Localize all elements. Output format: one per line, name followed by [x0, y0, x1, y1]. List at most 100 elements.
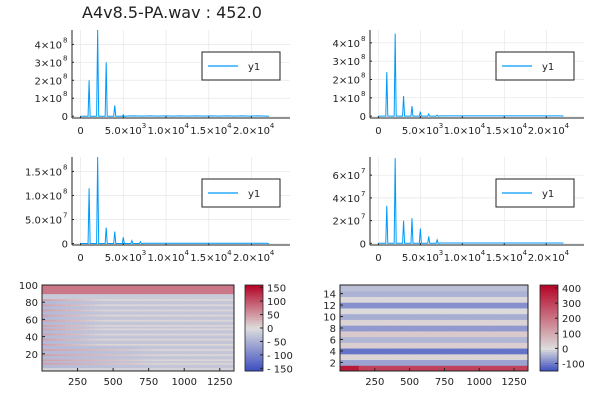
- heatmap-cell: [147, 364, 153, 367]
- heatmap-cell: [90, 286, 96, 289]
- x-tick-exponent: 3: [142, 249, 146, 257]
- heatmap-cell: [346, 307, 354, 315]
- y-tick-exponent: 8: [361, 35, 365, 43]
- heatmap-cell: [440, 302, 448, 309]
- heatmap-cell: [210, 290, 216, 293]
- heatmap-cell: [446, 313, 454, 320]
- heatmap-cell: [195, 345, 201, 348]
- heatmap-cell: [80, 293, 86, 296]
- heatmap-cell: [90, 324, 96, 327]
- x-tick-label: 1.5×10: [486, 126, 523, 137]
- y-tick-label: 0: [360, 112, 366, 123]
- heatmap-cell: [452, 307, 460, 315]
- heatmap-cell: [75, 307, 81, 310]
- heatmap-cell: [171, 348, 177, 351]
- heatmap-cell: [176, 334, 182, 338]
- heatmap-cell: [114, 353, 120, 357]
- heatmap-cell: [224, 358, 230, 362]
- heatmap-cell: [195, 362, 201, 365]
- series-line-y1: [378, 33, 564, 117]
- heatmap-cell: [229, 315, 235, 319]
- heatmap-cell: [138, 362, 144, 365]
- heatmap-cell: [502, 348, 510, 355]
- heatmap-cell: [402, 302, 410, 309]
- colorbar-segment: [540, 366, 558, 370]
- heatmap-cell: [190, 303, 197, 307]
- heatmap-cell: [446, 336, 454, 343]
- heatmap-cell: [390, 353, 397, 361]
- heatmap-cell: [176, 353, 182, 357]
- heatmap-cell: [70, 302, 77, 305]
- heatmap-cell: [75, 322, 81, 326]
- heatmap-cell: [452, 348, 460, 355]
- heatmap-cell: [440, 319, 448, 326]
- heatmap-cell: [61, 314, 67, 317]
- heatmap-cell: [138, 305, 144, 308]
- heatmap-cell: [176, 305, 182, 308]
- y-tick-exponent: 7: [361, 167, 365, 175]
- heatmap-cell: [396, 342, 404, 349]
- heatmap-cell: [94, 336, 101, 339]
- heatmap-cell: [75, 321, 81, 324]
- colorbar-segment: [540, 323, 558, 327]
- heatmap-cell: [484, 330, 491, 338]
- heatmap-cell: [118, 352, 125, 355]
- legend-label: y1: [542, 189, 554, 200]
- heatmap-cell: [452, 285, 460, 292]
- heatmap-cell: [133, 305, 139, 308]
- heatmap-cell: [465, 336, 473, 343]
- heatmap-cell: [109, 364, 115, 367]
- heatmap-cell: [109, 319, 115, 322]
- heatmap-cell: [166, 322, 173, 326]
- heatmap-cell: [152, 309, 158, 312]
- heatmap-cell: [128, 285, 134, 288]
- heatmap-cell: [346, 365, 354, 372]
- heatmap-cell: [502, 296, 510, 303]
- heatmap-cell: [61, 341, 67, 344]
- heatmap-cell: [152, 369, 158, 372]
- heatmap-cell: [104, 346, 110, 350]
- heatmap-cell: [371, 330, 379, 338]
- heatmap-cell: [377, 365, 385, 372]
- heatmap-cell: [214, 355, 221, 358]
- heatmap-cell: [190, 364, 197, 367]
- spectrum-panel-4: 0 5.0×10 3 1.0×10 4 1.5×10 4 2.0×10 402×10 74×10 7…: [333, 157, 584, 264]
- heatmap-cell: [490, 348, 498, 355]
- heatmap-cell: [114, 341, 120, 344]
- colorbar-segment: [245, 360, 263, 363]
- heatmap-cell: [157, 343, 163, 346]
- heatmap-cell: [85, 303, 91, 307]
- heatmap-cell: [61, 362, 67, 365]
- heatmap-cell: [157, 321, 163, 324]
- colorbar-segment: [245, 328, 263, 331]
- heatmap-cell: [94, 355, 101, 358]
- heatmap-cell: [114, 309, 120, 312]
- heatmap-cell: [90, 358, 96, 362]
- heatmap-cell: [61, 285, 67, 288]
- heatmap-cell: [186, 314, 192, 317]
- heatmap-cell: [365, 319, 372, 326]
- heatmap-cell: [229, 346, 235, 350]
- heatmap-cell: [186, 341, 192, 344]
- heatmap-cell: [210, 346, 216, 350]
- heatmap-cell: [90, 293, 96, 296]
- heatmap-cell: [75, 346, 81, 350]
- heatmap-cell: [490, 359, 498, 366]
- heatmap-cell: [75, 350, 81, 353]
- heatmap-cell: [502, 285, 510, 292]
- heatmap-cell: [80, 365, 86, 369]
- heatmap-cell: [147, 358, 153, 362]
- heatmap-cell: [104, 333, 110, 336]
- heatmap-cell: [440, 285, 448, 292]
- heatmap-cell: [166, 297, 173, 300]
- heatmap-cell: [171, 358, 177, 362]
- heatmap-cell: [446, 307, 454, 315]
- heatmap-cell: [224, 331, 230, 334]
- heatmap-cell: [229, 369, 235, 372]
- heatmap-cell: [171, 340, 177, 343]
- heatmap-cell: [340, 313, 347, 320]
- heatmap-cell: [147, 362, 153, 365]
- heatmap-cell: [66, 358, 72, 362]
- heatmap-cell: [190, 307, 197, 310]
- heatmap-cell: [66, 288, 72, 291]
